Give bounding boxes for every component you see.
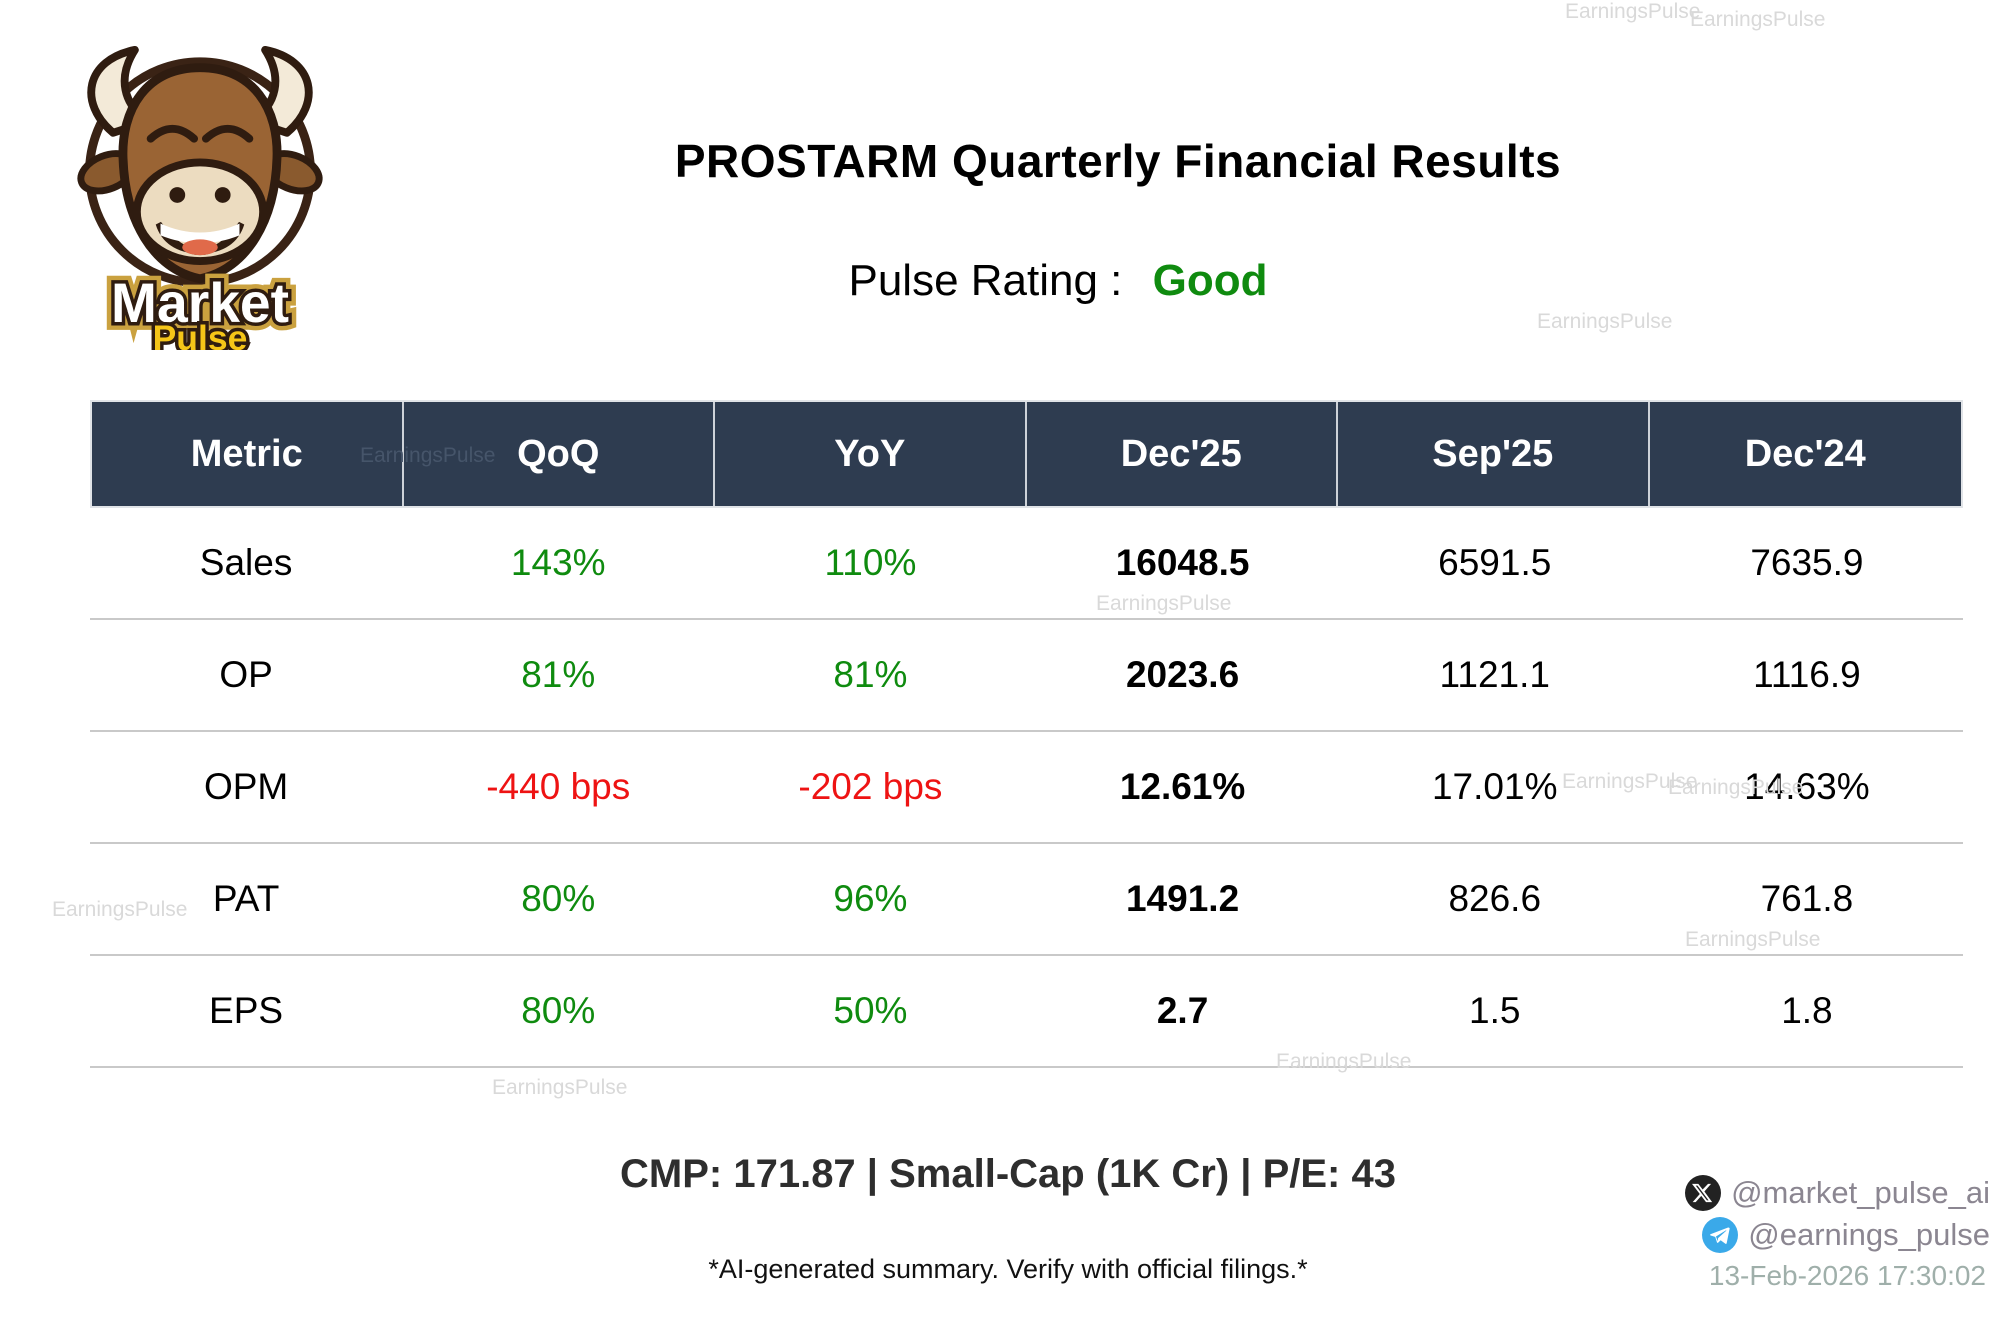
table-cell: OP [219, 654, 273, 695]
table-row: PAT 80% 96% 1491.2 826.6 761.8 [90, 844, 1963, 956]
telegram-icon [1702, 1217, 1739, 1253]
table-cell: 110% [824, 542, 917, 583]
table-cell: 17.01% [1431, 766, 1558, 807]
x-handle-row[interactable]: @market_pulse_ai [1685, 1172, 1990, 1214]
table-cell: 6591.5 [1438, 542, 1552, 583]
table-row: OPM -440 bps -202 bps 12.61% 17.01% 14.63% [90, 732, 1963, 844]
pulse-rating-value: Good [1152, 256, 1268, 305]
bull-teeth [160, 223, 240, 244]
table-cell: 7635.9 [1750, 542, 1864, 583]
table-cell: -440 bps [486, 766, 631, 807]
table-cell: Sales [199, 542, 293, 583]
table-row: Sales 143% 110% 16048.5 6591.5 7635.9 [90, 508, 1963, 620]
timestamp: 13-Feb-2026 17:30:02 [1708, 1260, 1986, 1291]
disclaimer: *AI-generated summary. Verify with offic… [708, 1254, 1308, 1284]
table-row: EPS 80% 50% 2.7 1.5 1.8 [90, 956, 1963, 1068]
table-cell: 1491.2 [1125, 878, 1240, 919]
table-cell: 80% [521, 878, 596, 919]
column-header: QoQ [404, 402, 715, 506]
logo-text-market-outline: Market [111, 272, 289, 334]
x-handle[interactable]: @market_pulse_ai [1731, 1175, 1990, 1210]
table-cell: OPM [203, 766, 289, 807]
table-cell: 1.5 [1469, 990, 1521, 1031]
table-cell: 81% [521, 654, 596, 695]
table-cell: 16048.5 [1115, 542, 1250, 583]
pulse-rating: Pulse Rating : Good [100, 256, 2016, 306]
social-handles: @market_pulse_ai @earnings_pulse [1685, 1172, 1990, 1256]
logo-text-market: Market [111, 272, 289, 334]
pulse-rating-label: Pulse Rating : [848, 256, 1123, 305]
telegram-handle[interactable]: @earnings_pulse [1748, 1217, 1990, 1252]
watermark: EarningsPulse [492, 1076, 628, 1099]
bull-nostril-left [169, 187, 186, 203]
watermark: EarningsPulse [1690, 8, 1826, 31]
table-cell: -202 bps [798, 766, 943, 807]
watermark: EarningsPulse [360, 444, 496, 467]
table-cell: 826.6 [1448, 878, 1542, 919]
table-cell: 761.8 [1760, 878, 1854, 919]
column-header: YoY [715, 402, 1027, 506]
watermark: EarningsPulse [1685, 928, 1821, 951]
table-header-row: Metric QoQ YoY Dec'25 Sep'25 Dec'24 [90, 400, 1963, 508]
watermark: EarningsPulse [1096, 592, 1232, 615]
table-cell: 96% [833, 878, 908, 919]
watermark: EarningsPulse [1562, 770, 1698, 793]
logo-text-pulse: Pulse [153, 318, 248, 350]
table-cell: 2023.6 [1125, 654, 1240, 695]
table-cell: 1121.1 [1439, 654, 1550, 695]
table-cell: 1.8 [1781, 990, 1833, 1031]
table-cell: 12.61% [1119, 766, 1246, 807]
table-cell: 1116.9 [1753, 654, 1861, 695]
table-cell: 81% [833, 654, 908, 695]
market-pulse-logo: Market Market Pulse [77, 45, 323, 350]
results-table: Metric QoQ YoY Dec'25 Sep'25 Dec'24 Sales 143%… [90, 400, 1963, 1068]
watermark: EarningsPulse [52, 898, 188, 921]
column-header: Metric [92, 402, 404, 506]
bull-eye-right [201, 124, 254, 143]
table-cell: 143% [510, 542, 606, 583]
column-header: Sep'25 [1338, 402, 1650, 506]
telegram-handle-row[interactable]: @earnings_pulse [1685, 1214, 1990, 1256]
watermark: EarningsPulse [1668, 776, 1804, 799]
bull-eye-left [146, 124, 199, 143]
bull-nostril-right [214, 187, 231, 203]
table-cell: 2.7 [1156, 990, 1209, 1031]
table-body: Sales 143% 110% 16048.5 6591.5 7635.9 OP 81% 81%… [90, 508, 1963, 1068]
table-row: OP 81% 81% 2023.6 1121.1 1116.9 [90, 620, 1963, 732]
page-title: PROSTARM Quarterly Financial Results [674, 135, 1562, 187]
table-cell: 14.63% [1744, 766, 1870, 807]
table-cell: 80% [521, 990, 596, 1031]
x-icon [1685, 1175, 1722, 1211]
stock-summary: CMP: 171.87 | Small-Cap (1K Cr) | P/E: 4… [620, 1152, 1396, 1196]
table-cell: PAT [212, 878, 280, 919]
bull-tongue [182, 239, 218, 256]
watermark: EarningsPulse [1537, 310, 1673, 333]
watermark: EarningsPulse [1276, 1050, 1412, 1073]
table-cell: EPS [209, 990, 284, 1031]
column-header: Dec'25 [1027, 402, 1338, 506]
table-cell: 50% [833, 990, 908, 1031]
column-header: Dec'24 [1744, 432, 1866, 475]
watermark: EarningsPulse [1565, 0, 1701, 23]
